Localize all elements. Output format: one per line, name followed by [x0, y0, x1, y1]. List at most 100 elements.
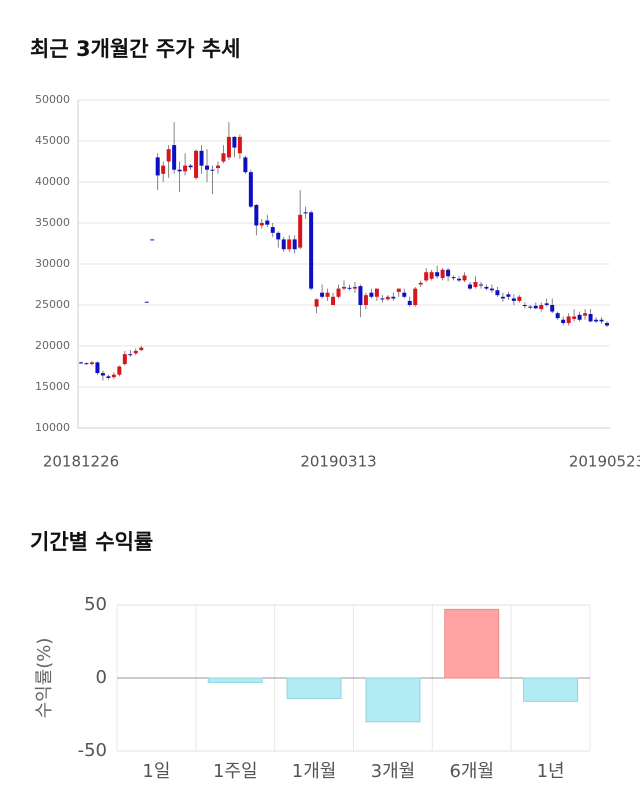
bar — [523, 677, 579, 702]
candle-body — [287, 239, 292, 250]
x-tick-label: 20190523 — [569, 453, 640, 471]
candle-body — [457, 278, 462, 281]
candle-body — [166, 149, 171, 162]
candle-body — [172, 145, 177, 170]
candle-body — [139, 347, 144, 351]
y-tick-label: -50 — [78, 740, 107, 761]
candle-body — [79, 362, 83, 364]
candle-body — [117, 366, 122, 375]
candle-body — [128, 354, 133, 356]
x-tick-label: 1일 — [142, 761, 170, 782]
candle-body — [303, 212, 308, 214]
candle-body — [205, 165, 210, 170]
candle-body — [594, 319, 599, 322]
candle-body — [435, 272, 440, 277]
candle-body — [440, 269, 445, 278]
x-tick-label: 20181226 — [43, 453, 119, 471]
bar — [286, 677, 342, 699]
candle-body — [161, 165, 166, 174]
candle-body — [281, 239, 286, 250]
candle-body — [380, 298, 385, 300]
candle-body — [374, 288, 379, 297]
candle-body — [500, 296, 505, 299]
candle-body — [298, 214, 303, 248]
y-tick-label: 50 — [84, 594, 107, 615]
price-title: 최근 3개월간 주가 추세 — [30, 37, 240, 61]
candle-body — [111, 374, 116, 378]
candle-body — [462, 275, 467, 281]
candle-body — [396, 288, 401, 292]
candle-body — [478, 284, 483, 286]
x-tick-label: 3개월 — [371, 761, 416, 782]
candle-body — [95, 362, 100, 374]
candle-body — [320, 292, 325, 297]
y-tick-label: 50000 — [35, 93, 70, 106]
candle-body — [506, 294, 511, 297]
candle-body — [511, 298, 516, 301]
y-tick-label: 20000 — [35, 339, 70, 352]
candle-body — [583, 313, 588, 316]
candle-body — [588, 314, 593, 322]
candle-body — [517, 296, 522, 301]
y-tick-label: 15000 — [35, 380, 70, 393]
candle-body — [243, 157, 248, 173]
candle-body — [446, 269, 451, 277]
candle-body — [232, 136, 237, 148]
candle-body — [183, 165, 188, 172]
x-tick-label: 1주일 — [213, 761, 258, 782]
candle-body — [561, 319, 566, 324]
candle-body — [451, 277, 456, 279]
bar — [365, 677, 421, 723]
x-tick-label: 6개월 — [449, 761, 494, 782]
y-tick-label: 35000 — [35, 216, 70, 229]
candle-body — [572, 316, 577, 319]
candle-body — [413, 288, 418, 305]
y-axis-label: 수익률(%) — [34, 638, 55, 719]
candle-body — [194, 150, 199, 178]
candle-body — [106, 376, 111, 378]
candle-body — [155, 157, 160, 176]
candle-body — [484, 286, 489, 289]
candle-body — [314, 299, 319, 307]
candle-body — [468, 284, 473, 289]
candle-body — [566, 316, 571, 324]
candle-body — [309, 212, 314, 289]
x-tick-label: 1년 — [537, 761, 565, 782]
candle-body — [248, 172, 253, 207]
candle-body — [270, 227, 275, 233]
candle-body — [177, 169, 182, 172]
candle-body — [292, 239, 297, 250]
y-tick-label: 45000 — [35, 134, 70, 147]
candle-body — [599, 319, 604, 322]
y-tick-label: 40000 — [35, 175, 70, 188]
candle-body — [84, 363, 89, 365]
bar — [207, 677, 263, 683]
candle-body — [342, 286, 346, 289]
candle-body — [363, 295, 368, 305]
candle-body — [226, 136, 231, 158]
y-tick-label: 30000 — [35, 257, 70, 270]
candle-body — [495, 290, 500, 296]
candle-body — [89, 362, 94, 365]
candle-body — [199, 150, 204, 166]
candle-body — [391, 296, 396, 299]
x-tick-label: 20190313 — [300, 453, 376, 471]
candle-body — [385, 296, 390, 300]
candle-body — [336, 288, 341, 297]
candle-body — [533, 305, 538, 309]
candle-body — [544, 303, 549, 305]
candle-body — [144, 301, 149, 303]
candle-body — [210, 169, 215, 171]
candle-body — [369, 292, 374, 297]
candle-body — [133, 350, 138, 354]
x-tick-label: 1개월 — [292, 761, 337, 782]
candle-body — [276, 232, 281, 240]
candle-body — [407, 300, 412, 305]
candle-body — [424, 272, 429, 281]
candle-body — [188, 165, 193, 168]
candle-body — [122, 354, 127, 365]
bar — [444, 608, 500, 679]
candle-body — [265, 220, 270, 225]
candle-body — [237, 136, 242, 154]
candle-body — [221, 153, 226, 162]
